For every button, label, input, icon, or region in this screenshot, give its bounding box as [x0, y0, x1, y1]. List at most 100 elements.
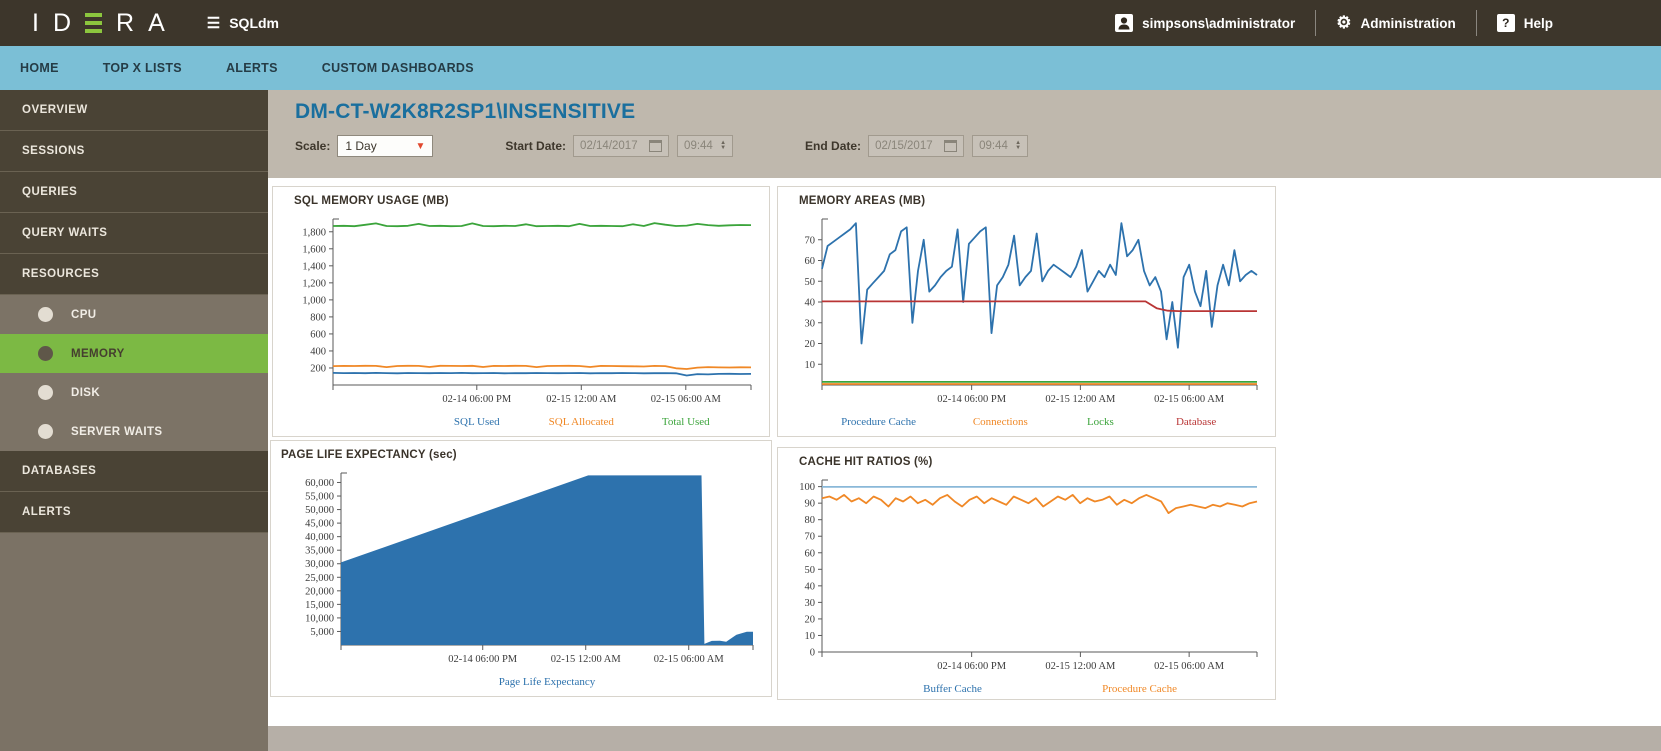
svg-text:02-15 12:00 AM: 02-15 12:00 AM: [546, 394, 617, 405]
chart-title: SQL MEMORY USAGE (MB): [294, 195, 449, 207]
svg-text:60: 60: [805, 256, 816, 267]
end-date-label: End Date:: [805, 139, 862, 153]
memory-areas-card: MEMORY AREAS (MB) 10 20 30 40 50 60 70 02-14 06…: [777, 186, 1276, 437]
sidebar-item-sessions[interactable]: SESSIONS: [0, 131, 268, 172]
dashboard-content: SQL MEMORY USAGE (MB) 200 400 600 800 1,000 1…: [268, 178, 1661, 726]
user-icon: [1115, 14, 1134, 32]
chart-title: PAGE LIFE EXPECTANCY (sec): [281, 449, 457, 461]
logo-letter: I: [32, 8, 53, 37]
svg-text:02-15 06:00 AM: 02-15 06:00 AM: [1154, 394, 1225, 405]
divider: [1315, 10, 1317, 36]
svg-text:5,000: 5,000: [310, 627, 334, 638]
svg-text:100: 100: [799, 482, 815, 493]
nav-tab-home[interactable]: HOME: [20, 61, 59, 75]
svg-text:1,800: 1,800: [302, 227, 326, 238]
legend-item: Connections: [972, 416, 1028, 428]
sidebar-item-memory[interactable]: MEMORY: [0, 334, 268, 373]
chart-title: CACHE HIT RATIOS (%): [799, 456, 933, 468]
page-life-expectancy-chart: 5,000 10,000 15,000 20,000 25,000 30,000 35,00…: [305, 472, 754, 665]
svg-text:02-15 06:00 AM: 02-15 06:00 AM: [1154, 661, 1225, 672]
legend-item: Total Used: [661, 416, 710, 428]
product-menu[interactable]: ☰ SQLdm: [207, 14, 279, 32]
svg-text:40: 40: [805, 298, 816, 309]
svg-text:02-14 06:00 PM: 02-14 06:00 PM: [442, 394, 512, 405]
svg-text:40: 40: [805, 581, 816, 592]
svg-text:30: 30: [805, 598, 816, 609]
svg-text:50: 50: [805, 277, 816, 288]
logo-letter: D: [52, 8, 86, 37]
scale-label: Scale:: [295, 139, 331, 153]
svg-text:200: 200: [310, 363, 326, 374]
bullet-icon: [38, 307, 53, 322]
memory-areas-chart: 10 20 30 40 50 60 70 02-14 06:00 PM 02-15 12:00 …: [805, 218, 1258, 405]
sidebar-item-query-waits[interactable]: QUERY WAITS: [0, 213, 268, 254]
svg-text:60,000: 60,000: [305, 478, 334, 489]
svg-text:30,000: 30,000: [305, 559, 334, 570]
logo-letter: R: [116, 8, 149, 37]
end-time-input[interactable]: 09:44 ▲ ▼: [972, 135, 1029, 157]
svg-text:600: 600: [310, 329, 326, 340]
sql-memory-usage-chart: 200 400 600 800 1,000 1,200 1,400 1,600 1,800 02-…: [302, 218, 752, 405]
svg-text:50,000: 50,000: [305, 505, 334, 516]
legend-item: Page Life Expectancy: [498, 676, 596, 688]
logo-e-bars: [85, 13, 103, 33]
bullet-icon: [38, 385, 53, 400]
page-header: DM-CT-W2K8R2SP1\INSENSITIVE Scale: 1 Day…: [268, 90, 1661, 178]
scale-dropdown[interactable]: 1 Day ▼: [337, 135, 434, 157]
nav-tab-alerts[interactable]: ALERTS: [225, 61, 278, 75]
start-time-input[interactable]: 09:44 ▲ ▼: [677, 135, 734, 157]
help-button[interactable]: ? Help: [1477, 14, 1573, 32]
start-date-label: Start Date:: [505, 139, 567, 153]
svg-text:02-15 06:00 AM: 02-15 06:00 AM: [654, 654, 725, 665]
svg-text:60: 60: [805, 548, 816, 559]
sidebar-filler: [0, 533, 268, 751]
footer-band: [268, 726, 1661, 751]
sidebar-item-alerts[interactable]: ALERTS: [0, 492, 268, 533]
user-name: simpsons\administrator: [1142, 15, 1296, 31]
svg-text:02-15 12:00 AM: 02-15 12:00 AM: [1045, 661, 1116, 672]
legend-item: Procedure Cache: [841, 416, 916, 428]
time-stepper[interactable]: ▲ ▼: [1015, 140, 1022, 151]
calendar-icon[interactable]: [649, 140, 663, 152]
svg-text:25,000: 25,000: [305, 573, 334, 584]
time-stepper[interactable]: ▲ ▼: [720, 140, 727, 151]
svg-text:55,000: 55,000: [305, 492, 334, 503]
sidebar-item-databases[interactable]: DATABASES: [0, 451, 268, 492]
legend-item: Buffer Cache: [923, 683, 982, 695]
svg-text:20: 20: [805, 339, 816, 350]
sidebar-item-disk[interactable]: DISK: [0, 373, 268, 412]
svg-text:02-14 06:00 PM: 02-14 06:00 PM: [937, 661, 1007, 672]
sidebar-item-server-waits[interactable]: SERVER WAITS: [0, 412, 268, 451]
sql-memory-usage-card: SQL MEMORY USAGE (MB) 200 400 600 800 1,000 1…: [272, 186, 770, 437]
nav-tab-top-x-lists[interactable]: TOP X LISTS: [102, 61, 182, 75]
sidebar-item-overview[interactable]: OVERVIEW: [0, 90, 268, 131]
user-menu[interactable]: simpsons\administrator: [1095, 14, 1315, 32]
help-label: Help: [1523, 15, 1553, 31]
main-nav: HOME TOP X LISTS ALERTS CUSTOM DASHBOARD…: [0, 46, 1661, 90]
start-date-input[interactable]: 02/14/2017: [573, 135, 670, 157]
svg-text:70: 70: [805, 532, 816, 543]
svg-text:45,000: 45,000: [305, 519, 334, 530]
svg-text:1,000: 1,000: [302, 295, 326, 306]
administration-button[interactable]: ⚙ Administration: [1316, 13, 1476, 33]
sidebar-item-cpu[interactable]: CPU: [0, 295, 268, 334]
sidebar-item-queries[interactable]: QUERIES: [0, 172, 268, 213]
legend-item: Locks: [1086, 416, 1114, 428]
cache-hit-ratios-chart: 0 10 20 30 40 50 60 70 80 90 100 02-14 06:00 PM 02-1…: [799, 479, 1258, 672]
calendar-icon[interactable]: [944, 140, 958, 152]
page-title: DM-CT-W2K8R2SP1\INSENSITIVE: [295, 100, 636, 123]
svg-text:15,000: 15,000: [305, 600, 334, 611]
svg-text:50: 50: [805, 565, 816, 576]
hamburger-menu-icon[interactable]: ☰: [206, 15, 221, 32]
nav-tab-custom-dashboards[interactable]: CUSTOM DASHBOARDS: [321, 61, 474, 75]
sidebar-item-resources[interactable]: RESOURCES: [0, 254, 268, 295]
svg-text:40,000: 40,000: [305, 532, 334, 543]
svg-text:02-15 12:00 AM: 02-15 12:00 AM: [551, 654, 622, 665]
sidebar: OVERVIEW SESSIONS QUERIES QUERY WAITS RE…: [0, 90, 268, 751]
svg-text:80: 80: [805, 515, 816, 526]
chart-title: MEMORY AREAS (MB): [799, 195, 926, 207]
svg-text:30: 30: [805, 318, 816, 329]
svg-text:1,200: 1,200: [302, 278, 326, 289]
end-date-input[interactable]: 02/15/2017: [868, 135, 965, 157]
